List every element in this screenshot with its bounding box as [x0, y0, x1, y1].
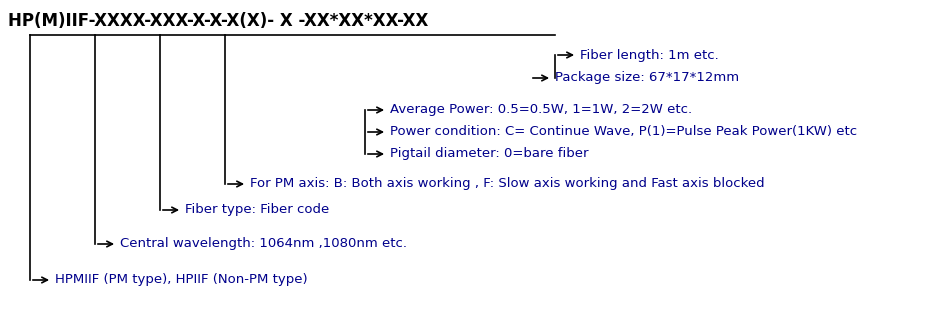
Text: Fiber length: 1m etc.: Fiber length: 1m etc. — [580, 49, 719, 61]
Text: Central wavelength: 1064nm ,1080nm etc.: Central wavelength: 1064nm ,1080nm etc. — [120, 237, 407, 251]
Text: Power condition: C= Continue Wave, P(1)=Pulse Peak Power(1KW) etc: Power condition: C= Continue Wave, P(1)=… — [390, 125, 857, 139]
Text: HP(M)IIF-XXXX-XXX-X-X-X(X)- X -XX*XX*XX-XX: HP(M)IIF-XXXX-XXX-X-X-X(X)- X -XX*XX*XX-… — [8, 12, 429, 30]
Text: For PM axis: B: Both axis working , F: Slow axis working and Fast axis blocked: For PM axis: B: Both axis working , F: S… — [250, 178, 764, 190]
Text: Fiber type: Fiber code: Fiber type: Fiber code — [185, 204, 329, 217]
Text: HPMIIF (PM type), HPIIF (Non-PM type): HPMIIF (PM type), HPIIF (Non-PM type) — [55, 274, 307, 286]
Text: Package size: 67*17*12mm: Package size: 67*17*12mm — [555, 71, 739, 84]
Text: Pigtail diameter: 0=bare fiber: Pigtail diameter: 0=bare fiber — [390, 148, 588, 161]
Text: Average Power: 0.5=0.5W, 1=1W, 2=2W etc.: Average Power: 0.5=0.5W, 1=1W, 2=2W etc. — [390, 103, 692, 116]
